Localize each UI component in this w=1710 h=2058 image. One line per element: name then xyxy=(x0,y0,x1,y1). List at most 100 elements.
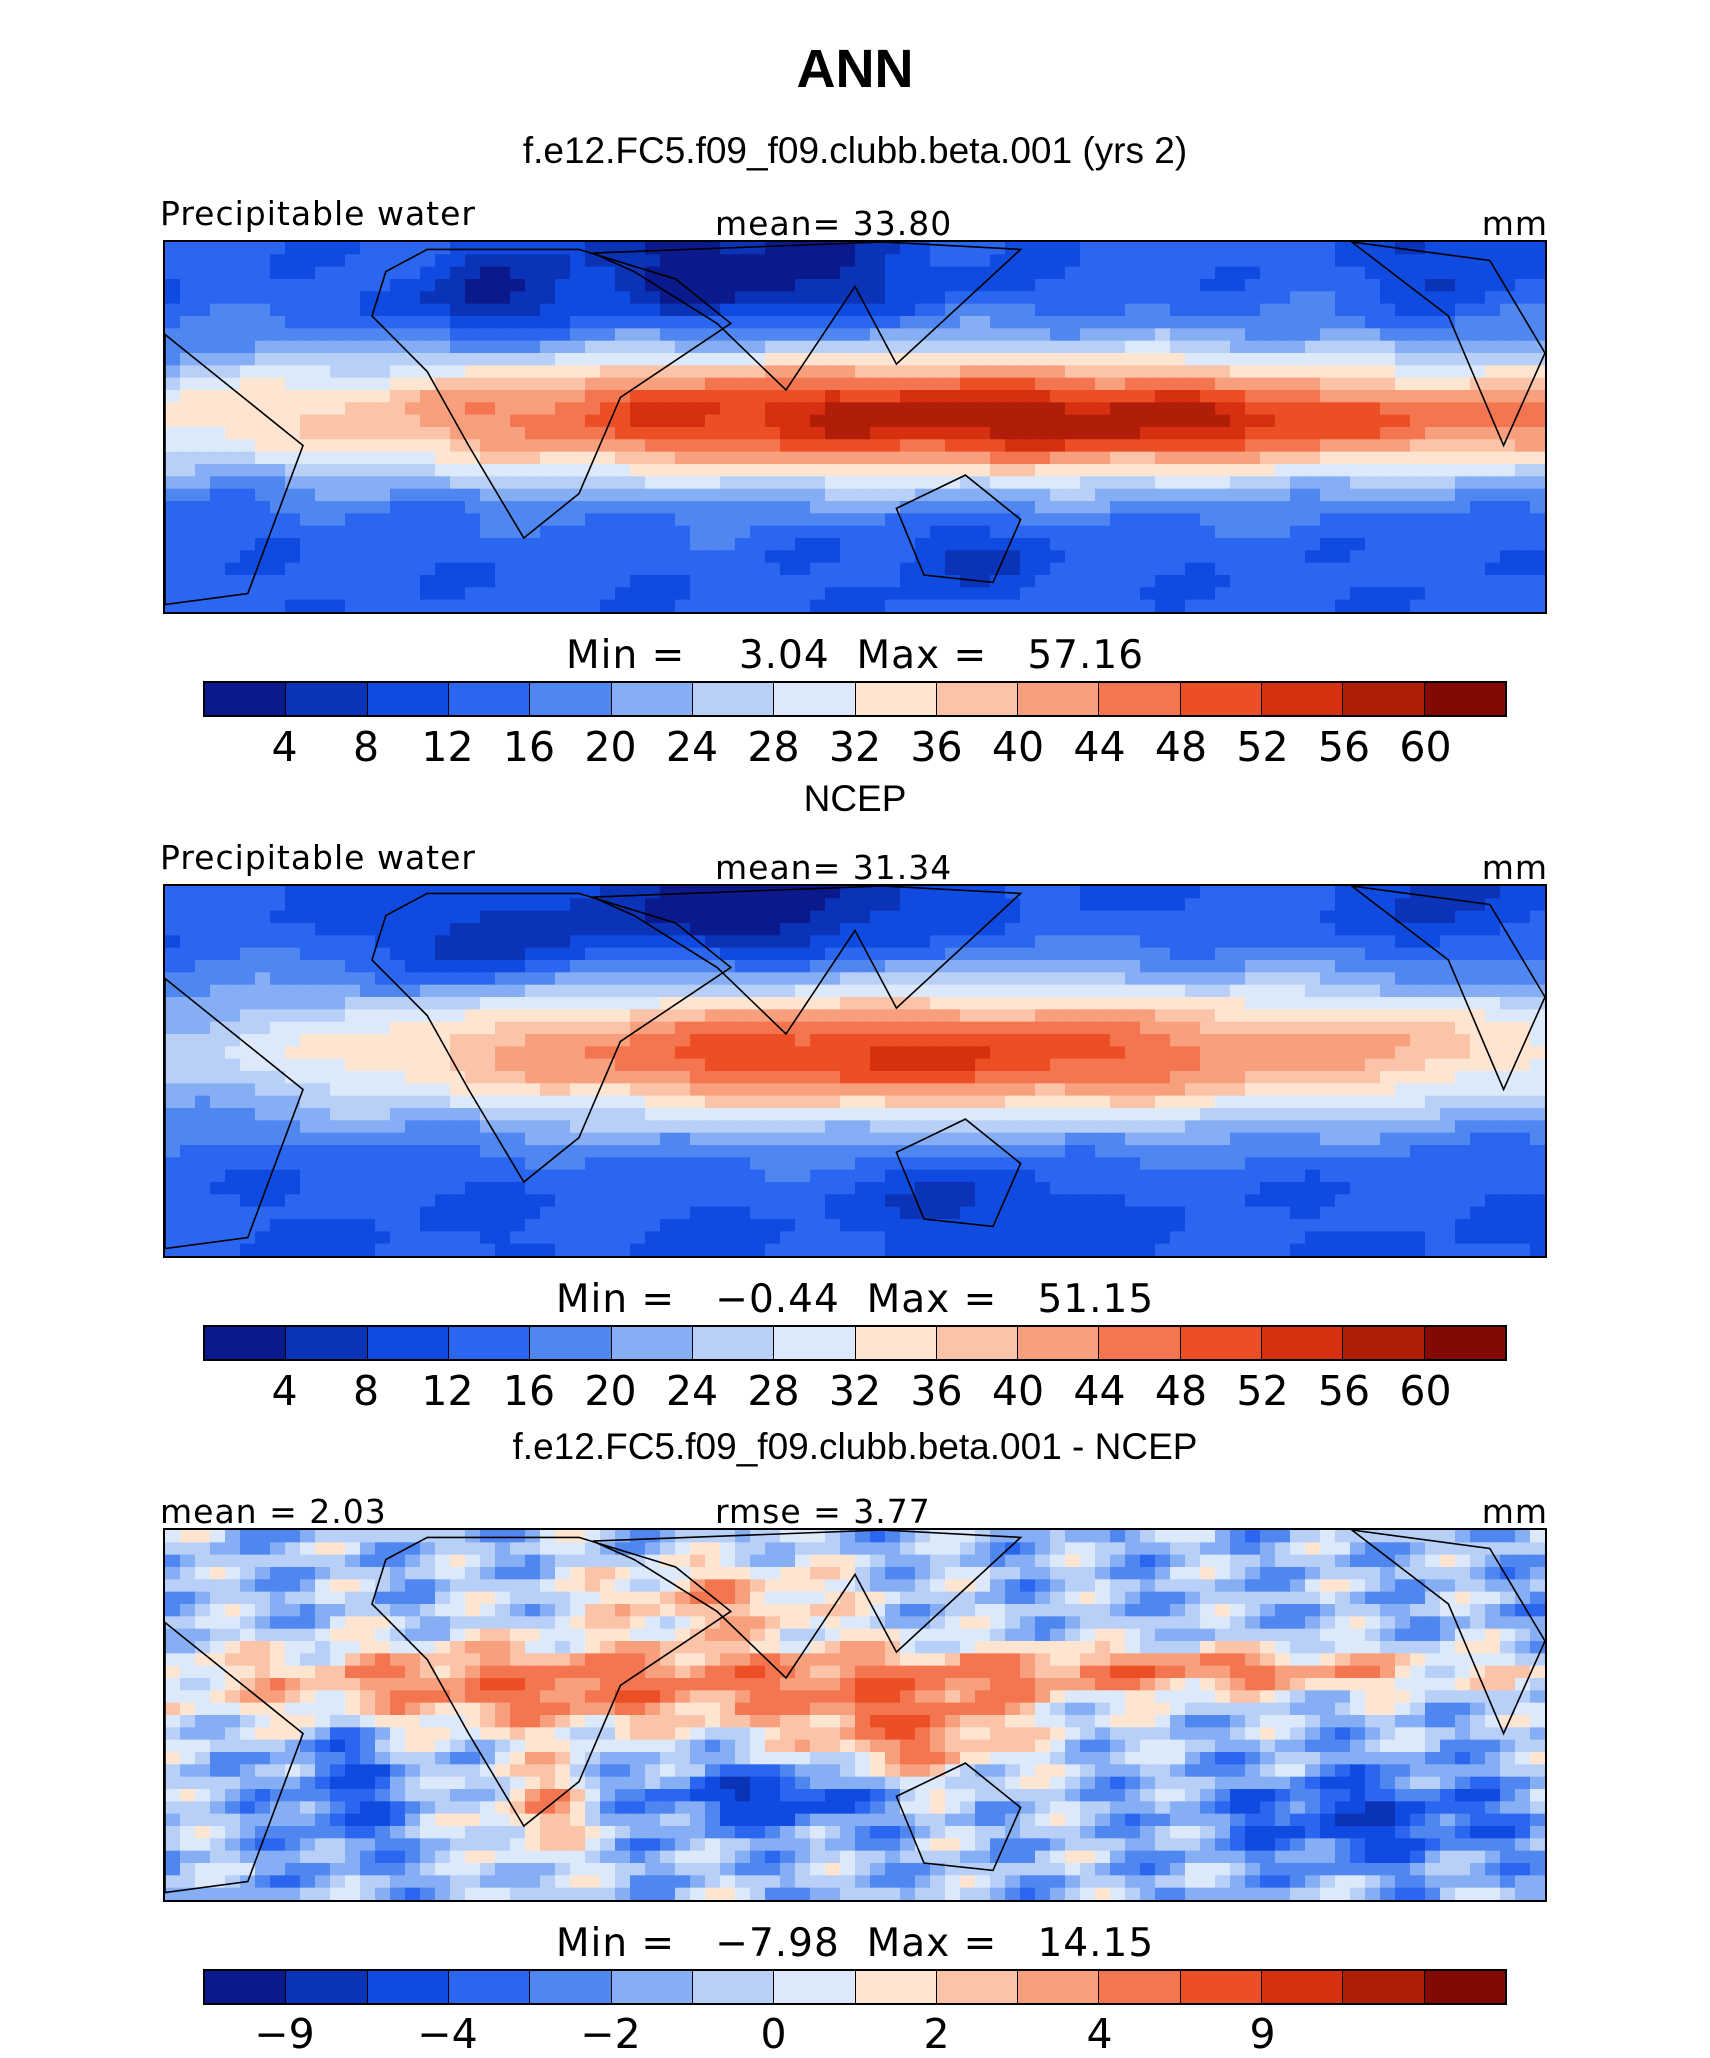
field-cell xyxy=(465,1170,481,1183)
field-cell xyxy=(450,985,466,998)
field-cell xyxy=(870,575,886,588)
field-cell xyxy=(195,1071,211,1084)
field-cell xyxy=(1110,501,1126,514)
field-cell xyxy=(240,427,256,440)
field-cell xyxy=(750,489,766,502)
field-cell xyxy=(1470,489,1486,502)
field-cell xyxy=(990,587,1006,600)
field-cell xyxy=(705,378,721,391)
field-cell xyxy=(1095,1170,1111,1183)
field-cell xyxy=(1320,452,1336,465)
field-cell xyxy=(1395,390,1411,403)
field-cell xyxy=(330,1009,346,1022)
field-cell xyxy=(225,1083,241,1096)
field-cell xyxy=(660,254,676,267)
field-cell xyxy=(675,538,691,551)
field-cell xyxy=(1005,390,1021,403)
field-cell xyxy=(870,526,886,539)
field-cell xyxy=(660,1022,676,1035)
field-cell xyxy=(675,563,691,576)
field-cell xyxy=(1395,439,1411,452)
field-cell xyxy=(855,997,871,1010)
field-cell xyxy=(885,923,901,936)
field-cell xyxy=(540,489,556,502)
field-cell xyxy=(1005,960,1021,973)
field-cell xyxy=(360,267,376,280)
field-cell xyxy=(660,575,676,588)
field-cell xyxy=(495,1120,511,1133)
field-cell xyxy=(1140,353,1156,366)
field-cell xyxy=(1125,1133,1141,1146)
field-cell xyxy=(960,997,976,1010)
field-cell xyxy=(795,1108,811,1121)
field-cell xyxy=(1500,563,1516,576)
field-cell xyxy=(210,476,226,489)
field-cell xyxy=(975,476,991,489)
field-cell xyxy=(615,948,631,961)
field-cell xyxy=(1125,304,1141,317)
field-cell xyxy=(1185,365,1201,378)
field-cell xyxy=(1260,242,1276,255)
field-cell xyxy=(1305,587,1321,600)
field-cell xyxy=(1140,365,1156,378)
field-cell xyxy=(660,550,676,563)
field-cell xyxy=(1020,427,1036,440)
field-cell xyxy=(1335,427,1351,440)
field-cell xyxy=(975,898,991,911)
field-cell xyxy=(510,489,526,502)
field-cell xyxy=(810,1083,826,1096)
field-cell xyxy=(1275,1009,1291,1022)
field-cell xyxy=(1155,304,1171,317)
field-cell xyxy=(765,898,781,911)
field-cell xyxy=(630,600,646,612)
field-cell xyxy=(1350,316,1366,329)
field-cell xyxy=(810,439,826,452)
field-cell xyxy=(810,390,826,403)
field-cell xyxy=(1050,439,1066,452)
field-cell xyxy=(435,550,451,563)
field-cell xyxy=(525,1022,541,1035)
field-cell xyxy=(795,304,811,317)
field-cell xyxy=(810,452,826,465)
field-cell xyxy=(900,415,916,428)
field-cell xyxy=(1080,526,1096,539)
field-cell xyxy=(1260,341,1276,354)
field-cell xyxy=(1125,402,1141,415)
field-cell xyxy=(1035,1059,1051,1072)
field-cell xyxy=(240,291,256,304)
field-cell xyxy=(1440,476,1456,489)
field-cell xyxy=(1470,1157,1486,1170)
field-cell xyxy=(405,587,421,600)
field-cell xyxy=(210,452,226,465)
field-cell xyxy=(315,600,331,612)
field-cell xyxy=(855,550,871,563)
field-cell xyxy=(450,1034,466,1047)
field-cell xyxy=(1515,353,1531,366)
field-cell xyxy=(1455,378,1471,391)
field-cell xyxy=(660,390,676,403)
field-cell xyxy=(660,489,676,502)
field-cell xyxy=(915,341,931,354)
field-cell xyxy=(930,550,946,563)
field-cell xyxy=(945,242,961,255)
field-cell xyxy=(645,898,661,911)
field-cell xyxy=(510,501,526,514)
field-cell xyxy=(225,365,241,378)
field-cell xyxy=(990,1009,1006,1022)
field-cell xyxy=(1440,538,1456,551)
field-cell xyxy=(1020,513,1036,526)
field-cell xyxy=(330,550,346,563)
field-cell xyxy=(180,1034,196,1047)
field-cell xyxy=(1230,365,1246,378)
field-cell xyxy=(1455,550,1471,563)
field-cell xyxy=(1140,563,1156,576)
field-cell xyxy=(1335,439,1351,452)
field-cell xyxy=(450,378,466,391)
field-cell xyxy=(1380,341,1396,354)
field-cell xyxy=(915,1108,931,1121)
field-cell xyxy=(540,328,556,341)
field-cell xyxy=(1260,538,1276,551)
field-cell xyxy=(1215,452,1231,465)
field-cell xyxy=(1350,1083,1366,1096)
field-cell xyxy=(1185,911,1201,924)
